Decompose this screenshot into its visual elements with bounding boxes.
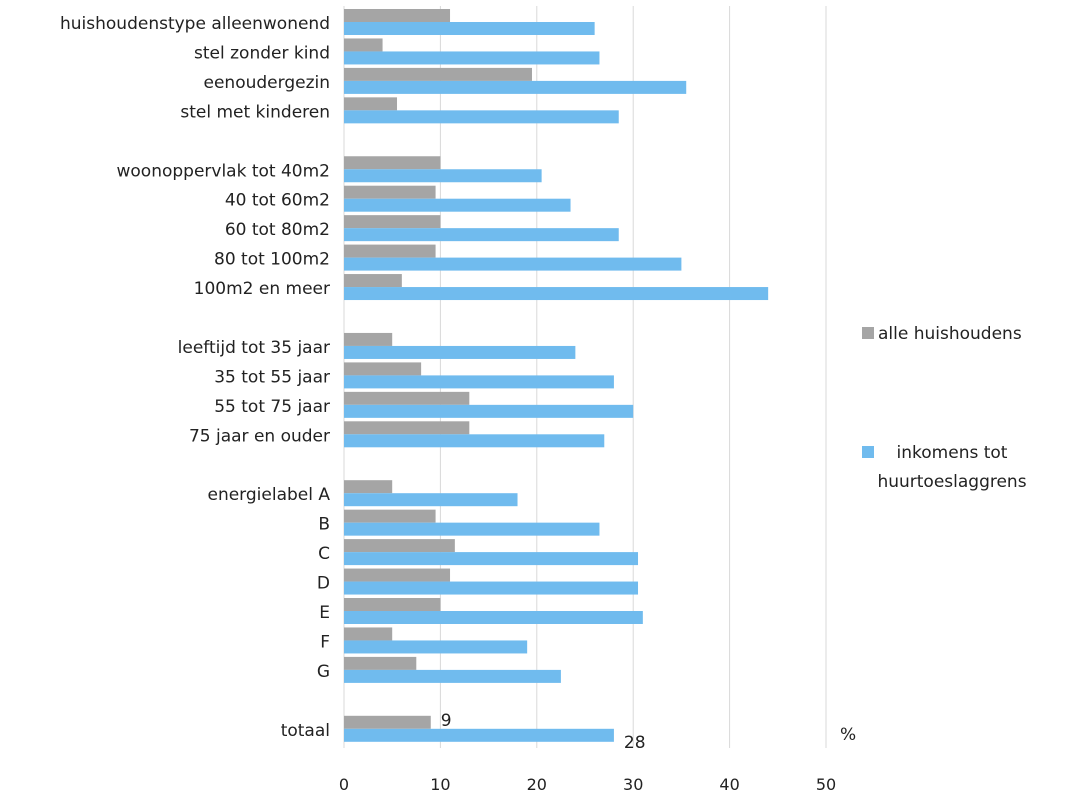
- bar-alle-huishoudens: [344, 421, 470, 435]
- bar-inkomens-tot-huurtoeslaggrens: [344, 493, 518, 507]
- category-label: 75 jaar en ouder: [189, 426, 330, 446]
- bar-inkomens-tot-huurtoeslaggrens: [344, 434, 605, 448]
- category-label: leeftijd tot 35 jaar: [178, 338, 330, 358]
- x-tick-label: 0: [339, 775, 349, 794]
- bar-inkomens-tot-huurtoeslaggrens: [344, 375, 614, 389]
- legend-label-alle-huishoudens: alle huishoudens: [878, 324, 1022, 344]
- category-label: 40 tot 60m2: [225, 191, 330, 211]
- category-label: 55 tot 75 jaar: [214, 397, 330, 417]
- bar-alle-huishoudens: [344, 244, 436, 258]
- x-tick-label: 50: [816, 775, 836, 794]
- bar-alle-huishoudens: [344, 391, 470, 405]
- bar-inkomens-tot-huurtoeslaggrens: [344, 345, 576, 359]
- bar-alle-huishoudens: [344, 509, 436, 523]
- bar-alle-huishoudens: [344, 67, 532, 81]
- bar-alle-huishoudens: [344, 362, 422, 376]
- bar-inkomens-tot-huurtoeslaggrens: [344, 640, 528, 654]
- category-label: E: [319, 603, 330, 623]
- bar-alle-huishoudens: [344, 627, 393, 641]
- bar-inkomens-tot-huurtoeslaggrens: [344, 522, 600, 536]
- data-label: 9: [441, 711, 452, 731]
- bar-alle-huishoudens: [344, 480, 393, 494]
- category-label: eenoudergezin: [204, 73, 330, 93]
- bar-inkomens-tot-huurtoeslaggrens: [344, 611, 643, 624]
- data-label: 28: [624, 733, 646, 753]
- x-tick-label: 30: [623, 775, 643, 794]
- legend-swatch-inkomens-tot-huurtoeslaggrens: [862, 446, 874, 458]
- category-label: woonoppervlak tot 40m2: [116, 161, 330, 181]
- legend: alle huishoudens inkomens tot huurtoeslagg…: [862, 324, 1027, 492]
- bar-alle-huishoudens: [344, 156, 441, 170]
- bar-inkomens-tot-huurtoeslaggrens: [344, 110, 619, 124]
- x-tick-label: 10: [430, 775, 450, 794]
- data-labels: 9 28: [441, 711, 646, 753]
- category-label: G: [317, 662, 330, 682]
- bar-inkomens-tot-huurtoeslaggrens: [344, 669, 561, 683]
- x-tick-label: 40: [719, 775, 739, 794]
- category-label: totaal: [281, 721, 330, 741]
- bar-inkomens-tot-huurtoeslaggrens: [344, 287, 769, 301]
- bar-alle-huishoudens: [344, 656, 417, 670]
- category-label: huishoudenstype alleenwonend: [60, 14, 330, 34]
- bar-inkomens-tot-huurtoeslaggrens: [344, 552, 639, 566]
- bar-alle-huishoudens: [344, 185, 436, 199]
- bar-alle-huishoudens: [344, 598, 441, 611]
- category-label: 35 tot 55 jaar: [214, 367, 330, 387]
- category-label: 60 tot 80m2: [225, 220, 330, 240]
- category-label: F: [320, 632, 330, 652]
- bars: [344, 9, 769, 742]
- bar-inkomens-tot-huurtoeslaggrens: [344, 257, 682, 271]
- legend-label-inkomens-tot-huurtoeslaggrens: inkomens tot huurtoeslaggrens: [877, 443, 1026, 492]
- bar-inkomens-tot-huurtoeslaggrens: [344, 169, 542, 183]
- bar-alle-huishoudens: [344, 274, 402, 288]
- legend-swatch-alle-huishoudens: [862, 327, 874, 339]
- bar-alle-huishoudens: [344, 9, 451, 22]
- bar-inkomens-tot-huurtoeslaggrens: [344, 581, 639, 595]
- unit-label: %: [840, 725, 856, 745]
- bar-inkomens-tot-huurtoeslaggrens: [344, 728, 614, 742]
- category-label: D: [317, 574, 330, 594]
- bar-alle-huishoudens: [344, 38, 383, 52]
- bar-alle-huishoudens: [344, 332, 393, 346]
- category-label: 80 tot 100m2: [214, 250, 330, 270]
- x-tick-label: 20: [527, 775, 547, 794]
- bar-alle-huishoudens: [344, 715, 431, 729]
- bar-alle-huishoudens: [344, 97, 398, 111]
- bar-inkomens-tot-huurtoeslaggrens: [344, 228, 619, 242]
- category-label: C: [318, 544, 330, 564]
- bar-alle-huishoudens: [344, 568, 451, 582]
- x-tick-labels: 0 10 20 30 40 50: [339, 775, 836, 794]
- category-label: energielabel A: [207, 485, 330, 505]
- bar-inkomens-tot-huurtoeslaggrens: [344, 80, 687, 94]
- bar-inkomens-tot-huurtoeslaggrens: [344, 404, 634, 418]
- category-label: stel zonder kind: [194, 43, 330, 63]
- bar-inkomens-tot-huurtoeslaggrens: [344, 51, 600, 65]
- bar-alle-huishoudens: [344, 215, 441, 229]
- bar-alle-huishoudens: [344, 539, 455, 553]
- category-label: B: [318, 515, 330, 535]
- bar-inkomens-tot-huurtoeslaggrens: [344, 198, 571, 212]
- category-labels: huishoudenstype alleenwonend stel zonder …: [60, 14, 330, 741]
- category-label: stel met kinderen: [180, 102, 330, 122]
- bar-inkomens-tot-huurtoeslaggrens: [344, 22, 595, 35]
- category-label: 100m2 en meer: [194, 279, 330, 299]
